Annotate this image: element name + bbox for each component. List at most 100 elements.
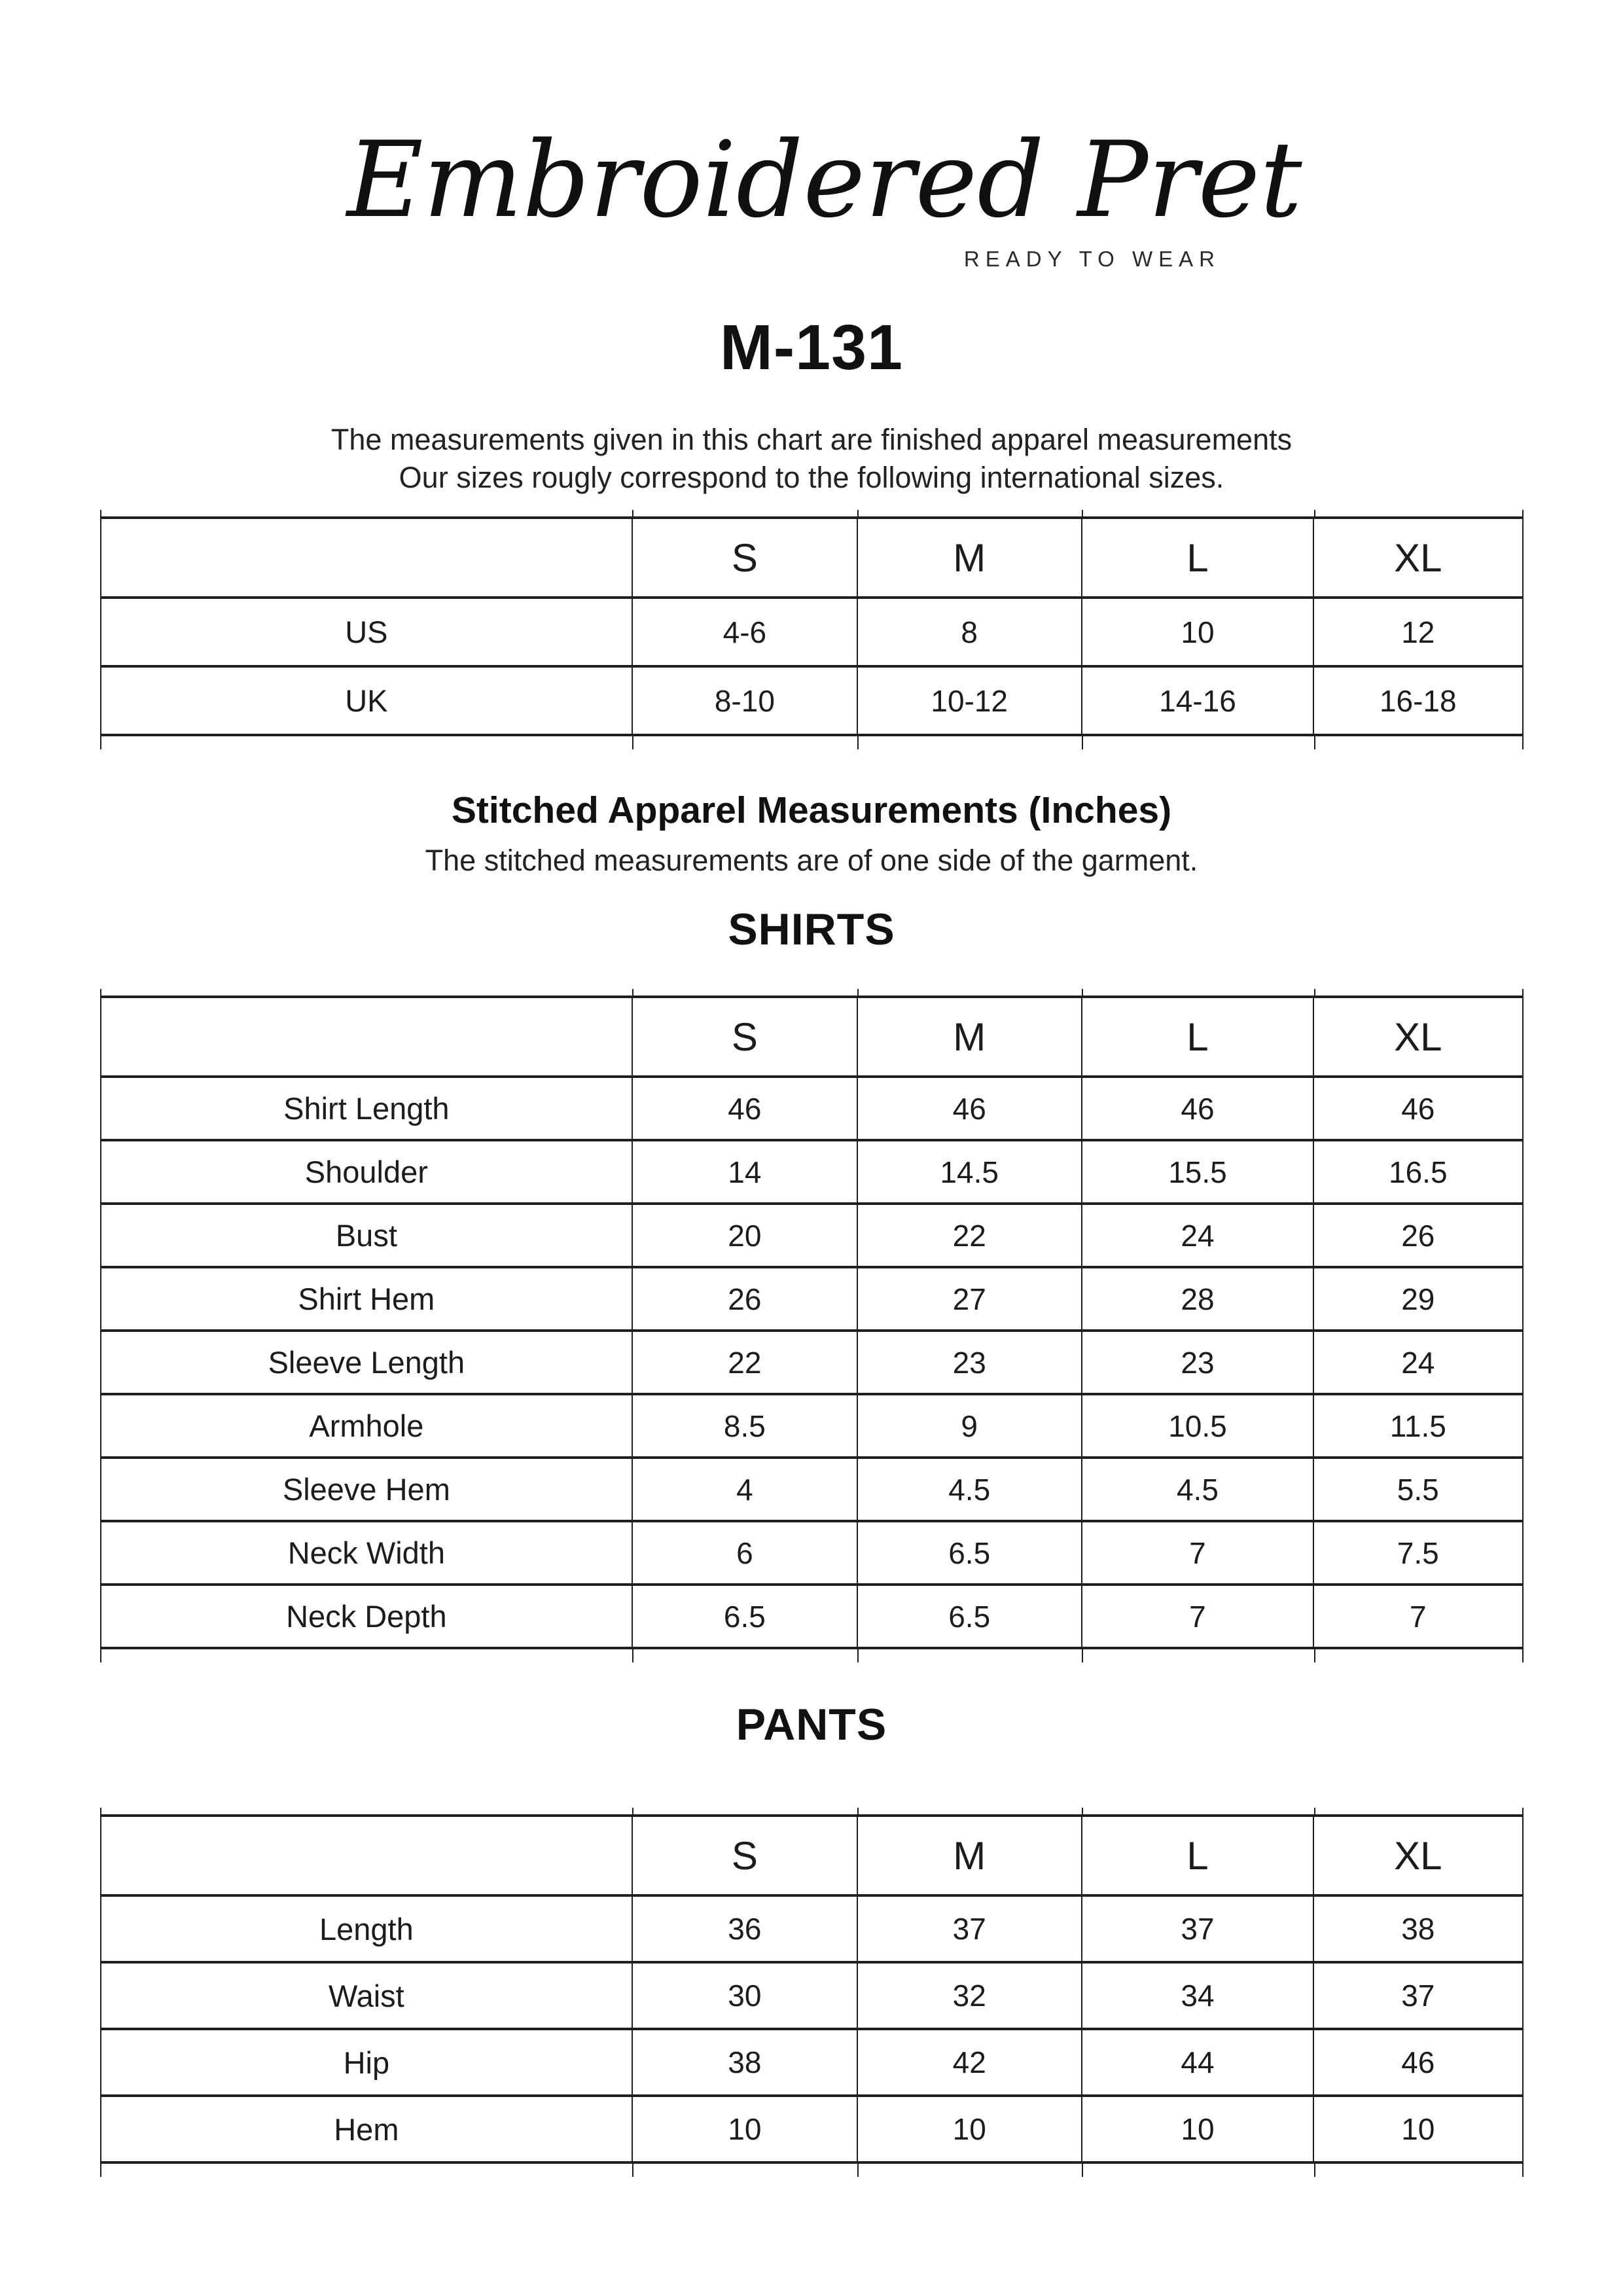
measurement-value: 37 [1313,1962,1523,2029]
measurement-value: 46 [856,1077,1082,1140]
table-row: US 4-6 8 10 12 [100,598,1523,666]
measurement-value: 46 [1080,1077,1314,1140]
measurement-value: 10 [632,2096,857,2162]
measurement-value: 4-6 [632,598,857,666]
row-label: Shoulder [304,1155,428,1189]
table-row: Neck Width 6 6.5 7 7.5 [100,1521,1523,1585]
size-column-header: L [1080,518,1314,598]
brand-logo: Embroidered Pret READY TO WEAR [347,10,1302,272]
intro-text: The measurements given in this chart are… [0,421,1623,497]
measurement-value: 26 [1313,1204,1523,1267]
measurement-value: 16.5 [1313,1140,1523,1204]
measurement-value: 4.5 [856,1458,1082,1521]
measurement-value: 44 [1080,2029,1314,2096]
table-row: UK 8-10 10-12 14-16 16-18 [100,666,1523,735]
table-row: Sleeve Hem 4 4.5 4.5 5.5 [100,1458,1523,1521]
measurement-value: 37 [1080,1895,1314,1962]
measurement-value: 10-12 [856,666,1082,735]
size-column-header: XL [1313,997,1523,1077]
table-row: Bust 20 22 24 26 [100,1204,1523,1267]
intro-line-1: The measurements given in this chart are… [330,423,1293,456]
table-row: Shirt Hem 26 27 28 29 [100,1267,1523,1331]
size-column-header: L [1080,997,1314,1077]
measurement-value: 23 [1080,1331,1314,1394]
row-label: Hip [343,2045,390,2080]
international-size-table-wrap: S M L XL US 4-6 8 10 12 UK 8-10 10-12 14-16 16-18 [99,510,1524,749]
measurement-value: 38 [1313,1895,1523,1962]
grid-stub-lines [99,989,1524,996]
measurement-value: 24 [1080,1204,1314,1267]
measurement-value: 10 [1080,2096,1314,2162]
measurement-value: 46 [632,1077,857,1140]
measurement-value: 38 [632,2029,857,2096]
measurement-value: 6.5 [856,1521,1082,1585]
stitched-section-subtitle: The stitched measurements are of one sid… [425,844,1198,877]
size-column-header: XL [1313,1816,1523,1895]
measurement-value: 27 [856,1267,1082,1331]
row-label: Bust [335,1218,397,1253]
size-column-header: XL [1313,518,1523,598]
shirts-table-wrap: S M L XL Shirt Length 46 46 46 46 Shoulder 14 1… [99,989,1524,1662]
measurement-value: 46 [1313,1077,1523,1140]
international-size-table: S M L XL US 4-6 8 10 12 UK 8-10 10-12 14-16 16-18 [99,516,1524,736]
measurement-value: 6.5 [856,1585,1082,1648]
row-label: Neck Depth [286,1599,447,1634]
row-label: Shirt Hem [298,1282,435,1316]
size-column-header: M [856,1816,1082,1895]
measurement-value: 22 [632,1331,857,1394]
measurement-value: 34 [1080,1962,1314,2029]
measurement-value: 7 [1080,1521,1314,1585]
measurement-value: 8 [856,598,1082,666]
header-empty-cell [101,518,633,598]
measurement-value: 36 [632,1895,857,1962]
header-empty-cell [101,1816,633,1895]
measurement-value: 29 [1313,1267,1523,1331]
table-row: Waist 30 32 34 37 [100,1962,1523,2029]
measurement-value: 32 [856,1962,1082,2029]
grid-stub-lines [99,510,1524,516]
measurement-value: 10 [1313,2096,1523,2162]
intro-line-2: Our sizes rougly correspond to the follo… [399,461,1224,494]
grid-stub-lines [99,1649,1524,1662]
row-label: Sleeve Hem [282,1472,450,1507]
row-label: UK [345,683,388,718]
grid-stub-lines [99,736,1524,749]
row-label: Length [319,1911,414,1946]
size-column-header: M [856,518,1082,598]
row-label: Sleeve Length [268,1345,465,1380]
measurement-value: 7 [1313,1585,1523,1648]
row-label: US [345,615,388,649]
stitched-section-title: Stitched Apparel Measurements (Inches) [451,789,1172,831]
measurement-value: 37 [856,1895,1082,1962]
table-row: Length 36 37 37 38 [100,1895,1523,1962]
measurement-value: 16-18 [1313,666,1523,735]
measurement-value: 4 [632,1458,857,1521]
table-row: Sleeve Length 22 23 23 24 [100,1331,1523,1394]
measurement-value: 9 [856,1394,1082,1458]
measurement-value: 5.5 [1313,1458,1523,1521]
measurement-value: 14 [632,1140,857,1204]
size-column-header: M [856,997,1082,1077]
measurement-value: 7.5 [1313,1521,1523,1585]
table-row: Shirt Length 46 46 46 46 [100,1077,1523,1140]
measurement-value: 6 [632,1521,857,1585]
measurement-value: 24 [1313,1331,1523,1394]
brand-tagline: READY TO WEAR [963,247,1221,271]
row-label: Neck Width [287,1535,445,1570]
product-code-title: M-131 [720,312,903,383]
measurement-value: 4.5 [1080,1458,1314,1521]
measurement-value: 22 [856,1204,1082,1267]
measurement-value: 26 [632,1267,857,1331]
measurement-value: 10 [856,2096,1082,2162]
header-empty-cell [101,997,633,1077]
measurement-value: 14-16 [1080,666,1314,735]
measurement-value: 28 [1080,1267,1314,1331]
table-row: Hem 10 10 10 10 [100,2096,1523,2162]
size-column-header: S [632,518,857,598]
measurement-value: 8-10 [632,666,857,735]
measurement-value: 6.5 [632,1585,857,1648]
measurement-value: 12 [1313,598,1523,666]
size-column-header: S [632,1816,857,1895]
grid-stub-lines [99,1808,1524,1814]
